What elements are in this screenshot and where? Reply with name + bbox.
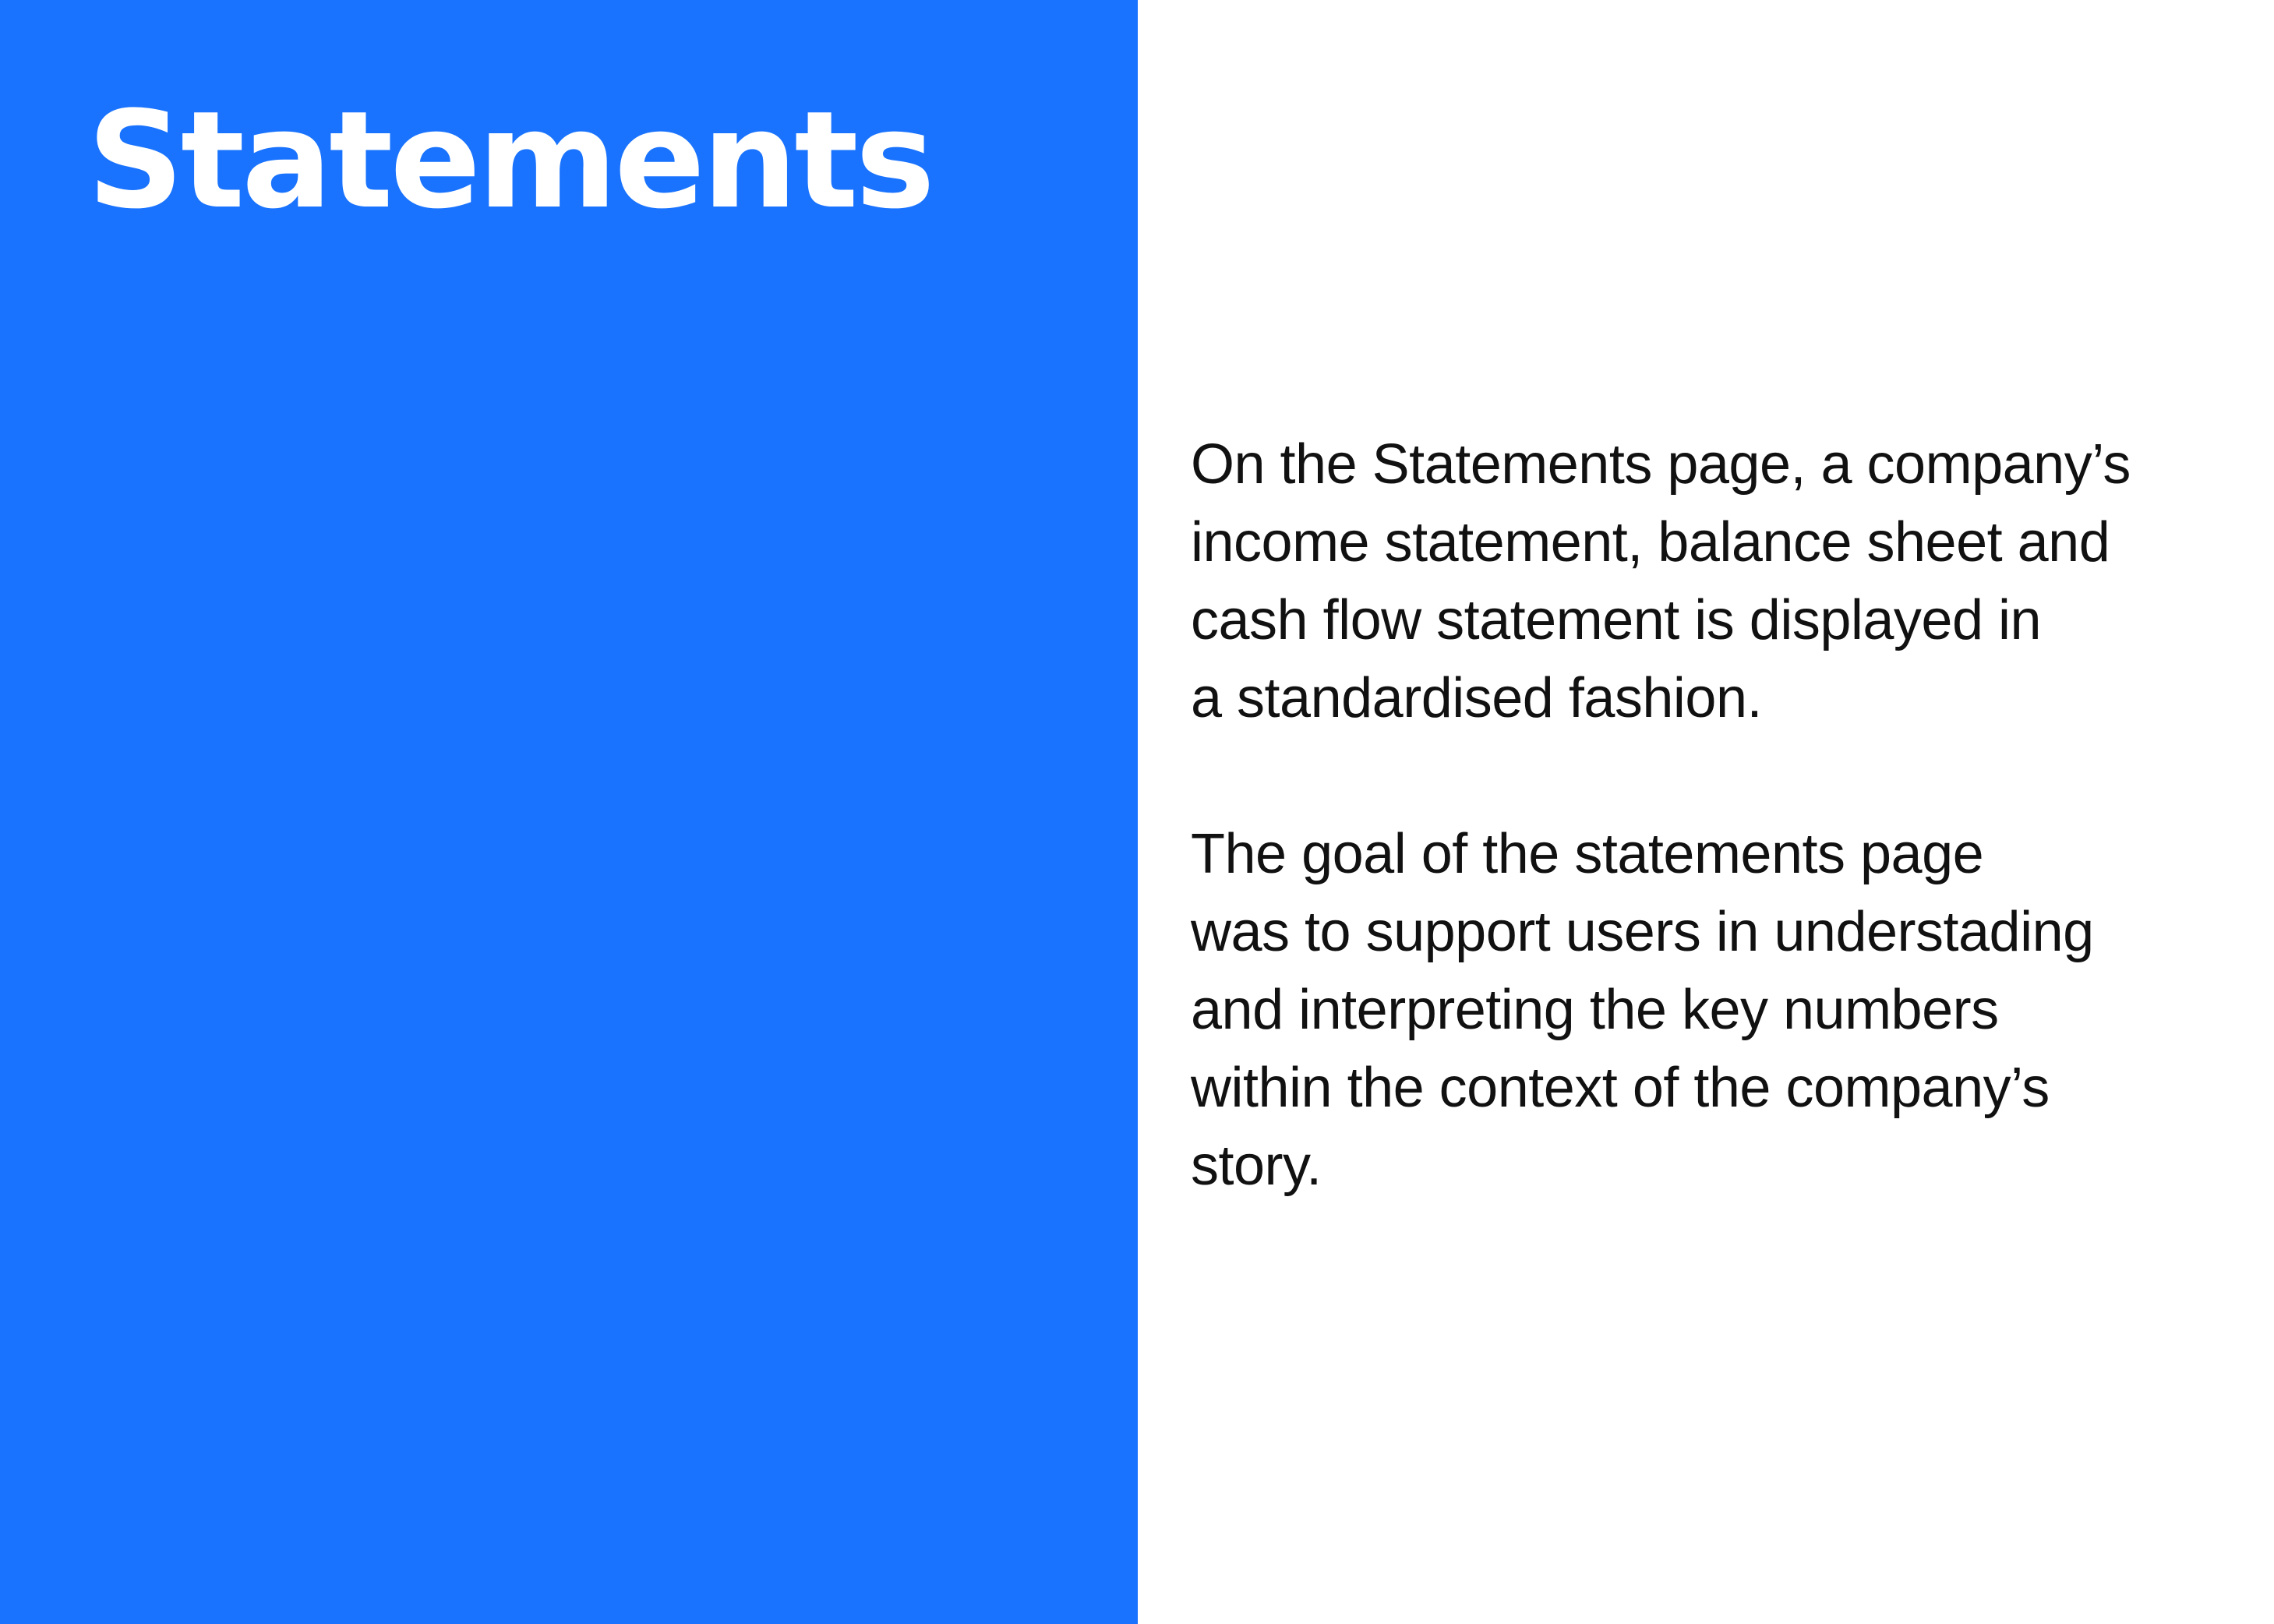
paragraph-line: story. (1191, 1135, 1322, 1197)
page-title: Statements (87, 82, 935, 238)
paragraph-line: The goal of the statements page (1191, 823, 1984, 885)
title-panel: Statements (0, 0, 1138, 1624)
description-panel: On the Statements page, a company’s inco… (1191, 425, 2251, 1205)
goal-paragraph: The goal of the statements page was to s… (1191, 815, 2251, 1205)
paragraph-line: On the Statements page, a company’s (1191, 433, 2131, 496)
paragraph-line: and interpreting the key numbers (1191, 979, 1999, 1041)
paragraph-line: a standardised fashion. (1191, 667, 1763, 729)
intro-paragraph: On the Statements page, a company’s inco… (1191, 425, 2251, 737)
paragraph-line: cash flow statement is displayed in (1191, 589, 2042, 651)
paragraph-line: within the context of the company’s (1191, 1057, 2050, 1119)
paragraph-line: income statement, balance sheet and (1191, 511, 2110, 574)
paragraph-line: was to support users in understading (1191, 901, 2094, 963)
